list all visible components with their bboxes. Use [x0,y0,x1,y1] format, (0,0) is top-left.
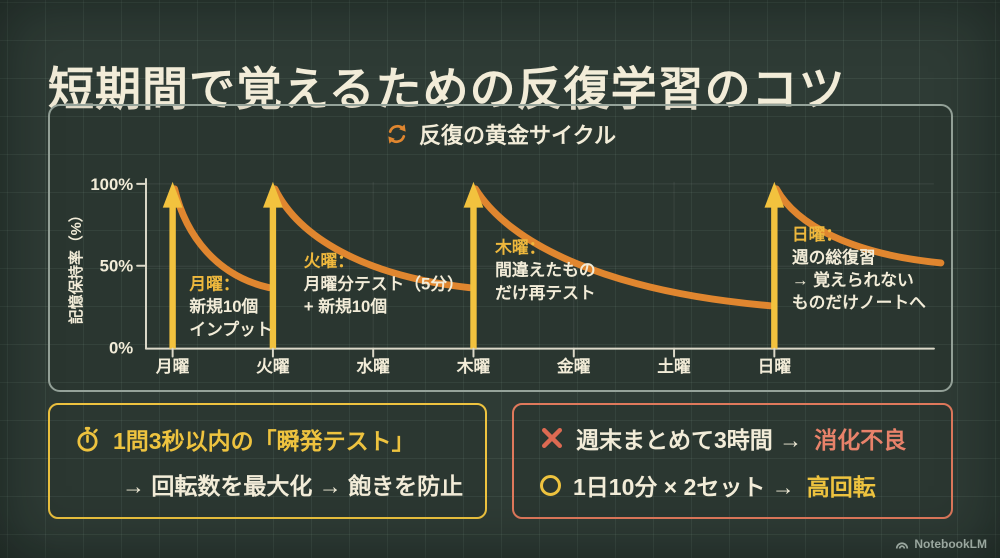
tip-speed-line1: 1問3秒以内の「瞬発テスト」 [113,428,415,454]
review-spike-arrow-head [263,181,283,208]
annotation-monday-line-2: インプット [189,319,272,339]
x-day-label: 火曜 [256,357,290,376]
comparison-good-row: 1日10分 × 2セット → 高回転 [540,468,951,502]
x-day-label: 土曜 [657,356,691,376]
y-axis-label: 記憶保持率（%） [67,207,85,324]
forgetting-curve-segment [171,185,273,292]
cross-icon [541,427,562,448]
annotation-tuesday-line-1: 月曜分テスト（5分） [303,273,464,293]
annotation-tuesday: 火曜： 月曜分テスト（5分） + 新規10個 [303,252,469,316]
annotation-thursday-line-2: だけ再テスト [495,283,596,302]
annotation-sunday: 日曜： 週の総復習 → 覚えられない ものだけノートへ [792,225,926,312]
chart-heading: 反復の黄金サイクル [50,118,951,150]
page-title: 短期間で覚えるための反復学習のコツ [48,62,846,115]
annotation-sunday-line-2: → 覚えられない [792,269,914,289]
x-axis-days-layer: 月曜 火曜 水曜 木曜 金曜 土曜 日曜 [155,347,792,376]
chart-heading-label: 反復の黄金サイクル [419,123,616,148]
comparison-good-text: 1日10分 × 2セット → [573,474,795,500]
x-day-label: 月曜 [155,357,190,376]
y-tick-label-100: 100% [90,175,133,194]
annotation-tuesday-day: 火曜： [304,252,354,271]
circle-icon [540,474,561,496]
annotation-monday: 月曜： 新規10個 インプット [188,274,272,338]
review-spike-arrow-head [463,181,484,208]
review-spike-arrow-head [764,181,785,208]
comparison-bad-text: 週末まとめて3時間 → [576,427,803,453]
annotation-sunday-line-3: ものだけノートへ [792,293,926,312]
comparison-bad-highlight: 消化不良 [814,427,907,453]
x-day-label: 金曜 [556,356,591,376]
annotation-sunday-line-1: 週の総復習 [792,247,876,267]
annotation-thursday-day: 木曜： [494,237,545,257]
watermark-label: NotebookLM [914,537,987,551]
comparison-good-highlight: 高回転 [806,474,876,500]
tip-speed-line2: → 回転数を最大化 → 飽きを防止 [122,473,464,499]
y-tick-label-50: 50% [100,257,134,276]
forgetting-curve-segment [271,185,473,292]
stopwatch-icon [77,426,98,452]
y-tick-label-0: 0% [109,339,133,358]
x-day-label: 水曜 [356,356,390,376]
tip-box-comparison: 週末まとめて3時間 → 消化不良 1日10分 × 2セット → 高回転 [512,403,953,519]
annotation-thursday: 木曜： 間違えたもの だけ再テスト [494,237,600,302]
annotation-monday-line-1: 新規10個 [189,296,258,316]
annotation-monday-day: 月曜： [188,274,239,293]
x-day-label: 日曜 [758,357,792,376]
comparison-bad-row: 週末まとめて3時間 → 消化不良 [540,421,951,455]
notebooklm-icon [896,541,909,549]
chart-svg: 100% 50% 0% 記憶保持率（%） 月曜 火曜 水曜 木曜 金曜 土曜 日曜 月曜： … [67,175,945,376]
x-day-label: 木曜 [456,356,491,376]
refresh-cycle-icon [388,124,406,144]
chart-panel: 100% 50% 0% 記憶保持率（%） 月曜 火曜 水曜 木曜 金曜 土曜 日曜 月曜： … [48,104,953,392]
annotation-tuesday-line-2: + 新規10個 [304,296,387,316]
forgetting-curve-segment [472,185,774,310]
annotation-thursday-line-1: 間違えたもの [495,260,596,280]
review-spike-arrow-head [162,181,183,208]
tip-box-speed: 1問3秒以内の「瞬発テスト」 → 回転数を最大化 → 飽きを防止 [48,403,487,519]
watermark: NotebookLM [895,537,987,551]
forgetting-curve-segment [772,185,945,267]
review-spike-layer [162,181,785,349]
annotation-sunday-day: 日曜： [792,225,842,244]
